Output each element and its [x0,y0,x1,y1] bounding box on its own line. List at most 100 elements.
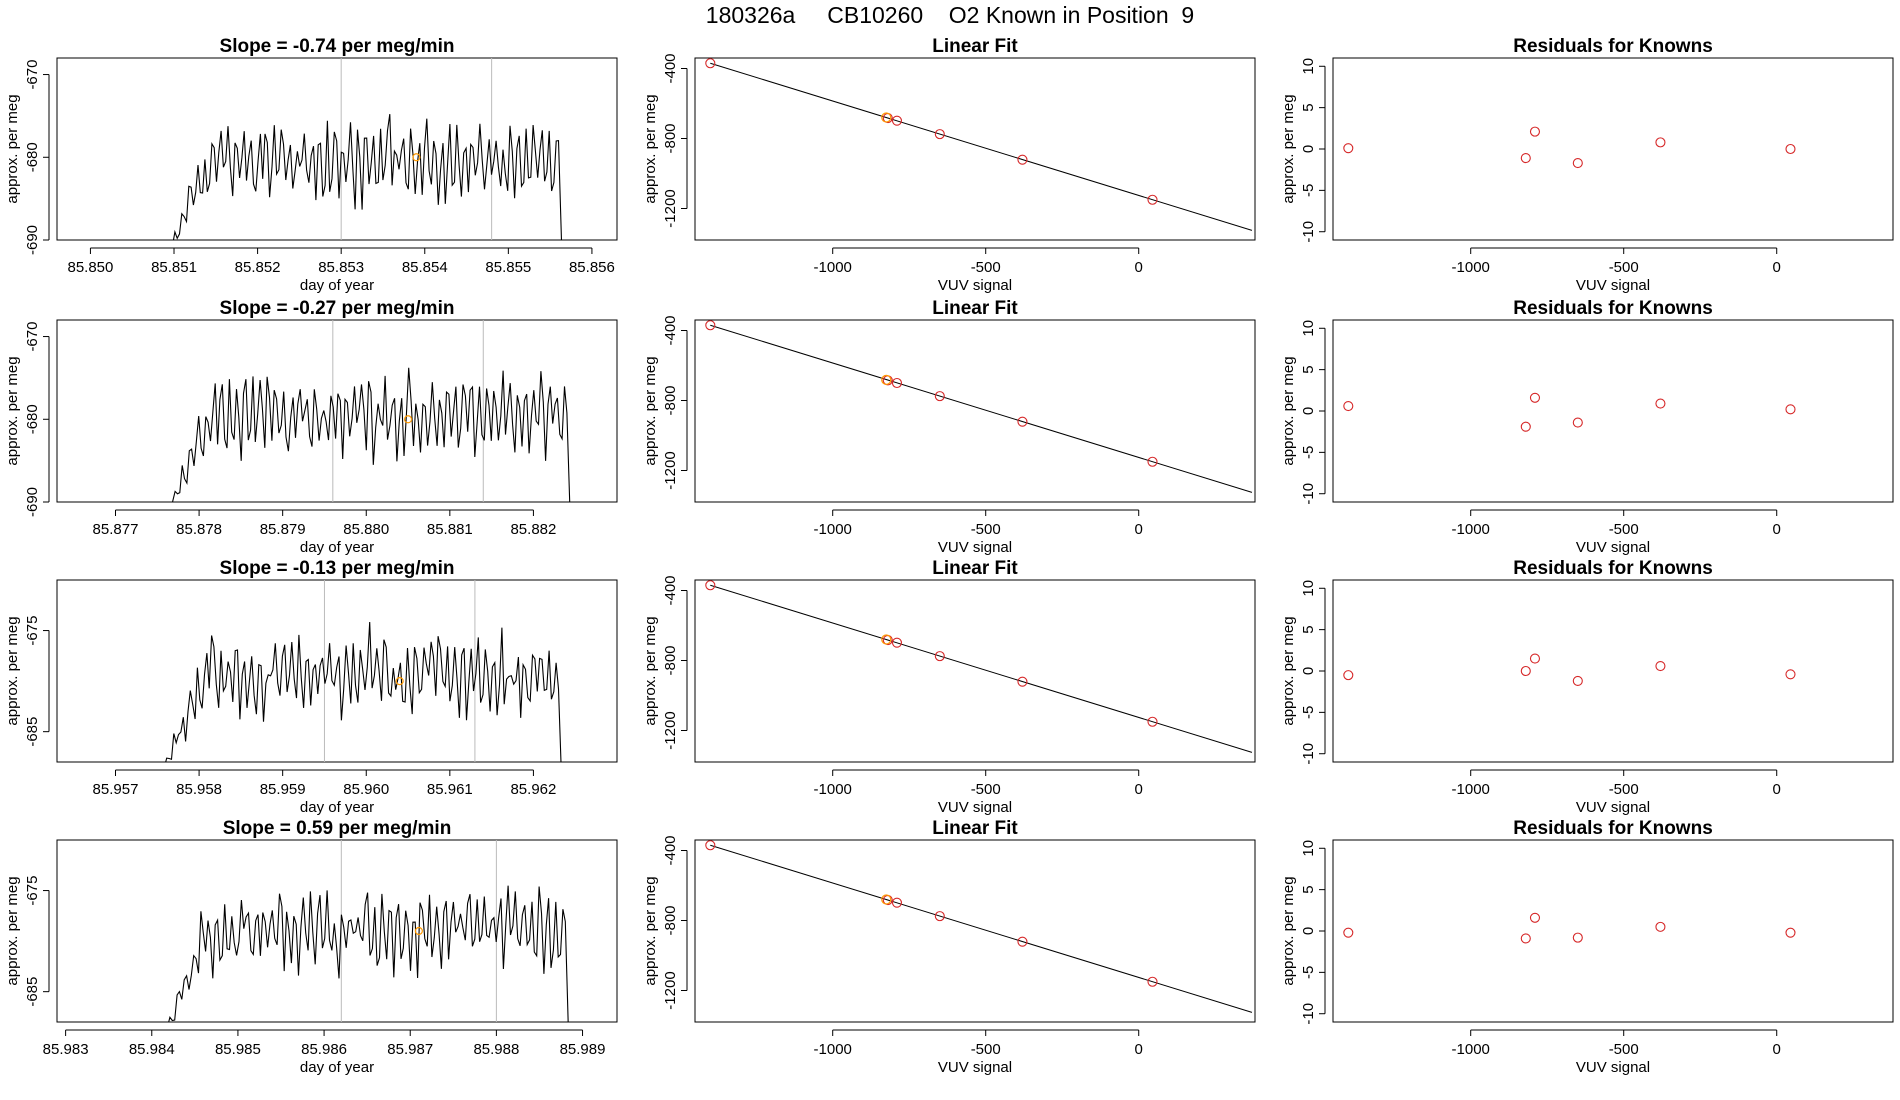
y-tick-label: -400 [662,315,679,345]
panel-3-1: Linear Fit -1000 -500 0 VUV signal -400 -800 -1… [642,818,1256,1076]
x-tick-label: -500 [971,521,1001,538]
data-point [1572,158,1583,169]
data-point [1529,126,1541,137]
y-tick-label: 10 [1300,840,1317,857]
plot-area [705,840,1253,1013]
y-tick-label: -5 [1300,184,1317,197]
x-tick-label: -1000 [1452,521,1490,538]
series-line [107,621,562,762]
x-tick-label: 85.984 [129,1041,175,1058]
x-tick-label: -1000 [814,781,852,798]
x-tick-label: 0 [1773,521,1781,538]
panel-title: Residuals for Knowns [1513,818,1713,839]
plot-frame [56,319,618,503]
y-tick-label: -675 [24,876,41,906]
x-tick-label: 85.855 [485,259,531,276]
x-tick-label: 85.853 [318,259,364,276]
data-point [891,897,903,908]
x-tick-label: -500 [971,781,1001,798]
panel-title: Linear Fit [932,558,1018,579]
plot-frame [1332,57,1894,241]
plot-frame [56,579,618,763]
data-point [1572,932,1583,943]
x-tick-label: 85.988 [473,1041,519,1058]
y-tick-label: -400 [662,835,679,865]
panel-title: Linear Fit [932,818,1018,839]
data-point [1785,669,1796,680]
panel-0-0: Slope = -0.74 per meg/min 85.850 85.851 85.… [4,36,618,294]
x-tick-label: 85.856 [569,259,615,276]
y-axis-label: approx. per meg [4,616,21,725]
y-tick-label: -400 [662,53,679,83]
y-tick-label: -5 [1300,966,1317,979]
series-line [115,367,571,502]
x-tick-label: 85.989 [560,1041,606,1058]
data-point [934,651,945,662]
x-tick-label: 0 [1135,259,1143,276]
y-tick-label: -675 [24,616,41,646]
series-line [115,114,563,240]
highlight-point [414,926,423,936]
data-point [1520,153,1531,164]
x-tick-label: -500 [971,1041,1001,1058]
panel-title: Slope = -0.27 per meg/min [220,298,455,319]
x-tick-label: -500 [1609,781,1639,798]
x-tick-label: 85.854 [402,259,448,276]
y-tick-label: -10 [1300,221,1317,243]
data-point [1520,421,1531,432]
panel-2-1: Linear Fit -1000 -500 0 VUV signal -400 -800 -1… [642,558,1256,816]
highlight-point [412,153,421,162]
x-tick-label: 85.961 [427,781,473,798]
x-tick-label: 0 [1135,781,1143,798]
x-tick-label: -1000 [1452,781,1490,798]
x-axis-label: VUV signal [1576,1059,1650,1076]
panel-1-1: Linear Fit -1000 -500 0 VUV signal -400 -800 -1… [642,298,1256,556]
y-axis-label: approx. per meg [642,356,659,465]
series-line [108,885,569,1022]
fit-line [710,62,1253,231]
x-tick-label: 85.851 [151,259,197,276]
y-axis-label: approx. per meg [1280,616,1297,725]
data-point [705,58,716,69]
y-axis-label: approx. per meg [1280,94,1297,203]
x-axis-label: VUV signal [1576,539,1650,556]
y-tick-label: 5 [1300,885,1317,893]
y-tick-label: -5 [1300,706,1317,719]
data-point [1785,143,1796,155]
x-tick-label: 0 [1135,1041,1143,1058]
y-tick-label: -670 [24,60,41,90]
plot-frame [1332,839,1894,1023]
x-tick-label: 85.960 [343,781,389,798]
highlight-point [881,112,892,123]
x-tick-label: 0 [1773,1041,1781,1058]
data-point [891,115,903,126]
y-tick-label: 10 [1300,320,1317,337]
y-tick-label: -10 [1300,1003,1317,1025]
y-tick-label: 10 [1300,580,1317,597]
y-tick-label: 0 [1300,667,1317,675]
x-axis-label: day of year [300,277,374,294]
x-tick-label: 85.850 [67,259,113,276]
page-title: 180326a CB10260 O2 Known in Position 9 [705,2,1195,28]
plot-frame [1332,579,1894,763]
data-point [1529,912,1541,923]
plot-area [115,320,571,502]
y-tick-label: 5 [1300,625,1317,633]
x-tick-label: -500 [1609,1041,1639,1058]
data-point [1017,416,1028,427]
x-axis-label: VUV signal [938,277,1012,294]
panel-title: Residuals for Knowns [1513,298,1713,319]
x-tick-label: 85.958 [176,781,222,798]
data-point [705,320,716,331]
data-point [1147,456,1158,467]
data-point [934,129,945,140]
panel-title: Residuals for Knowns [1513,558,1713,579]
x-axis-label: VUV signal [938,539,1012,556]
data-point [1572,675,1583,686]
y-tick-label: -670 [24,322,41,352]
y-axis-label: approx. per meg [4,94,21,203]
plot-area [108,840,569,1022]
x-tick-label: 85.877 [93,521,139,538]
y-tick-label: -690 [24,225,41,255]
data-point [705,580,716,591]
